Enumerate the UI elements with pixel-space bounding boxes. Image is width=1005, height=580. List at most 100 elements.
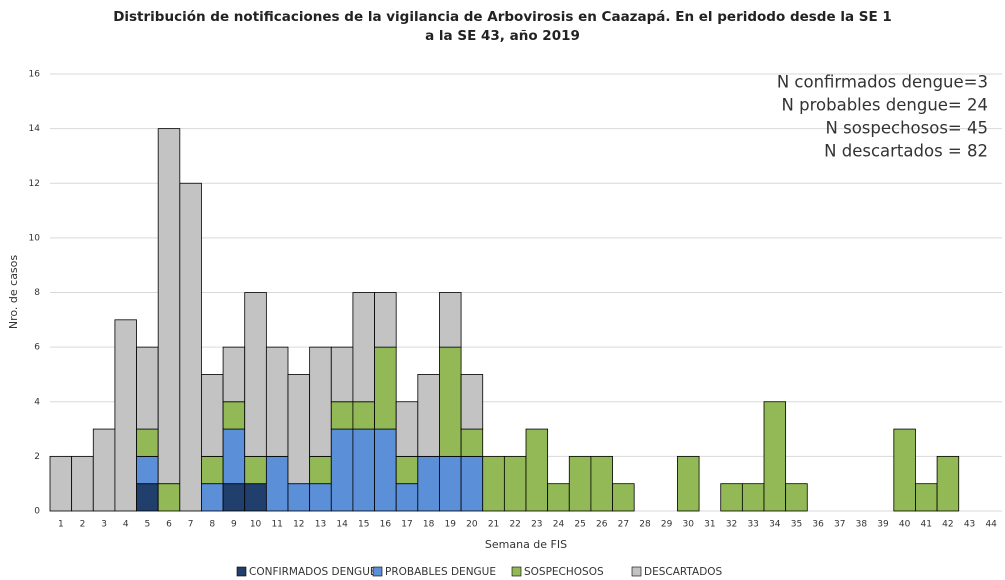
bar-segment (222, 346, 246, 403)
x-tick-label: 25 (574, 520, 585, 530)
legend-label: SOSPECHOSOS (524, 566, 604, 578)
x-tick-label: 10 (250, 520, 262, 530)
y-tick-label: 14 (29, 124, 41, 134)
x-tick-label: 40 (899, 520, 911, 530)
annotation: N confirmados dengue=3 (777, 73, 988, 92)
x-tick-label: 29 (661, 520, 673, 530)
bar-segment (330, 428, 354, 512)
bar-segment (222, 401, 246, 430)
x-tick-label: 19 (445, 520, 457, 530)
bar-segment (265, 455, 289, 512)
x-tick-label: 11 (271, 520, 282, 530)
x-tick-label: 39 (877, 520, 889, 530)
bar-segment (136, 428, 159, 457)
annotation: N descartados = 82 (824, 142, 988, 161)
x-tick-label: 20 (466, 520, 478, 530)
bar-segment (677, 455, 700, 512)
bar-segment (352, 401, 375, 430)
bar-segment (265, 346, 289, 457)
x-axis-label: Semana de FIS (485, 538, 567, 551)
bar-segment (136, 346, 159, 430)
bar-segment (352, 292, 375, 403)
bar-segment (893, 428, 916, 512)
x-tick-label: 30 (683, 520, 695, 530)
bar-segment (741, 483, 765, 512)
x-tick-label: 33 (747, 520, 758, 530)
x-tick-label: 44 (985, 520, 997, 530)
bar-segment (720, 483, 743, 512)
x-tick-label: 9 (231, 520, 237, 530)
bar-segment (179, 182, 202, 512)
bar-segment (201, 455, 224, 485)
bar-segment (330, 346, 354, 403)
annotation: N probables dengue= 24 (782, 96, 988, 115)
bar-segment (590, 455, 613, 512)
x-tick-label: 17 (401, 520, 412, 530)
legend-label: CONFIRMADOS DENGUE (249, 566, 377, 578)
y-tick-label: 10 (29, 233, 41, 243)
bar-segment (244, 455, 267, 485)
x-tick-label: 23 (531, 520, 542, 530)
bar-segment (568, 455, 592, 512)
bar-segment (482, 455, 505, 512)
bar-segment (525, 428, 549, 512)
bar-segment (222, 483, 246, 512)
bar-segment (201, 483, 224, 512)
x-tick-label: 31 (704, 520, 715, 530)
bar-segment (71, 455, 94, 512)
bar-segment (201, 374, 224, 457)
bar-segment (417, 374, 440, 457)
x-tick-label: 26 (596, 520, 608, 530)
bar-segment (612, 483, 635, 512)
x-tick-label: 16 (380, 520, 392, 530)
y-tick-label: 16 (29, 70, 41, 80)
x-tick-label: 18 (423, 520, 435, 530)
bar-segment (287, 374, 311, 485)
bar-segment (222, 428, 246, 485)
bar-segment (439, 455, 462, 512)
bar-segment (157, 483, 181, 512)
x-tick-label: 43 (964, 520, 975, 530)
legend-label: DESCARTADOS (644, 566, 723, 578)
bar-segment (395, 401, 419, 457)
legend-swatch (236, 566, 247, 577)
bar-segment (157, 128, 181, 485)
x-tick-label: 7 (188, 520, 194, 530)
x-tick-label: 2 (80, 520, 86, 530)
x-tick-label: 36 (812, 520, 824, 530)
x-tick-label: 38 (856, 520, 868, 530)
bar-segment (763, 401, 787, 512)
legend-label: PROBABLES DENGUE (385, 566, 496, 578)
annotation: N sospechosos= 45 (826, 119, 988, 138)
bar-segment (395, 483, 419, 512)
bar-segment (460, 455, 484, 512)
bar-segment (136, 483, 159, 512)
y-tick-label: 4 (34, 397, 40, 407)
bar-segment (417, 455, 440, 512)
bar-segment (114, 319, 137, 512)
y-tick-label: 12 (29, 179, 40, 189)
chart-title: Distribución de notificaciones de la vig… (113, 9, 892, 44)
bar-segment (92, 428, 116, 512)
legend-swatch (631, 566, 642, 577)
bar-segment (785, 483, 808, 512)
x-tick-label: 5 (144, 520, 150, 530)
bar-segment (136, 455, 159, 485)
x-tick-label: 35 (791, 520, 802, 530)
x-tick-label: 1 (58, 520, 64, 530)
bar-segment (460, 428, 484, 457)
bar-segment (352, 428, 375, 512)
x-tick-label: 37 (834, 520, 845, 530)
bar-segment (374, 346, 397, 430)
x-tick-label: 24 (553, 520, 565, 530)
y-tick-label: 2 (34, 452, 40, 462)
bar-segment (330, 401, 354, 430)
x-tick-label: 41 (921, 520, 932, 530)
x-tick-label: 32 (726, 520, 737, 530)
bar-segment (309, 483, 332, 512)
x-tick-label: 6 (166, 520, 172, 530)
x-tick-label: 28 (639, 520, 651, 530)
x-tick-label: 34 (769, 520, 781, 530)
bar-segment (244, 483, 267, 512)
x-tick-label: 21 (488, 520, 499, 530)
